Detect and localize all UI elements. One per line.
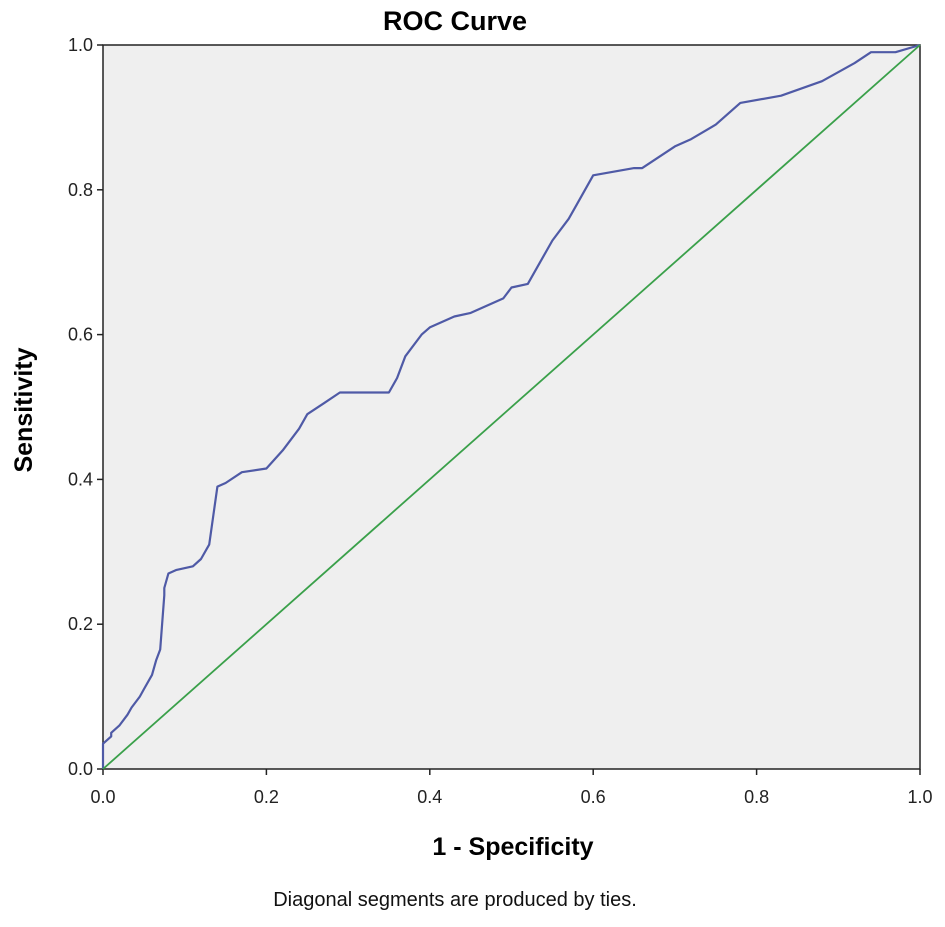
x-tick-label: 0.8 [744,787,769,807]
x-tick-label: 0.6 [581,787,606,807]
y-tick-label: 1.0 [68,35,93,55]
y-tick-label: 0.0 [68,759,93,779]
footnote: Diagonal segments are produced by ties. [273,889,637,911]
series-layer [101,43,921,770]
reference-diagonal-line [102,44,921,770]
x-axis-ticks: 0.0 0.2 0.4 0.6 0.8 1.0 [90,769,933,807]
y-tick-label: 0.8 [68,180,93,200]
y-tick-label: 0.6 [68,325,93,345]
y-tick-label: 0.4 [68,469,93,489]
y-axis-label: Sensitivity [10,347,38,472]
x-tick-label: 0.2 [254,787,279,807]
y-axis-ticks: 0.0 0.2 0.4 0.6 0.8 1.0 [68,35,103,779]
chart-title: ROC Curve [383,6,527,36]
x-tick-label: 1.0 [907,787,932,807]
roc-curve-line [101,43,921,769]
y-tick-label: 0.2 [68,614,93,634]
x-tick-label: 0.0 [90,787,115,807]
x-tick-label: 0.4 [417,787,442,807]
x-axis-label: 1 - Specificity [432,833,593,861]
